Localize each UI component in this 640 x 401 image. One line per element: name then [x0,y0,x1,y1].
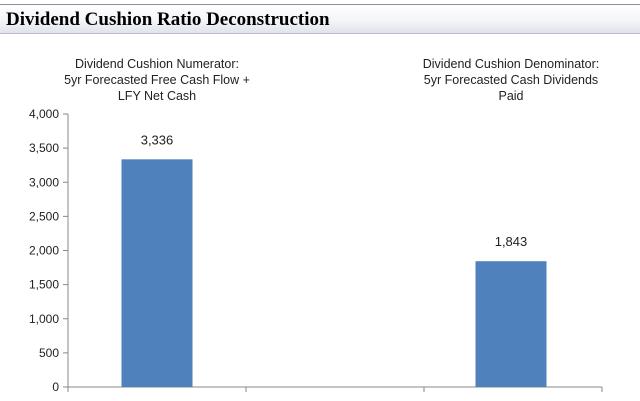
y-tick-label: 0 [52,380,59,394]
data-label-1: 3,336 [141,132,174,147]
y-tick-label: 1,000 [29,312,59,326]
y-axis: 0 500 1,000 1,500 2,000 2,500 3,000 3,500 4,000 [29,107,69,394]
y-tick-label: 4,000 [29,107,59,121]
data-label-2: 1,843 [495,234,528,249]
y-tick-label: 3,500 [29,141,59,155]
y-tick-label: 500 [39,346,59,360]
y-tick-label: 2,000 [29,244,59,258]
category-labels: Dividend Cushion Numerator: 5yr Forecaste… [64,57,599,103]
page-title: Dividend Cushion Ratio Deconstruction [6,9,330,30]
bars: 3,336 1,843 [121,132,547,387]
y-tick-label: 2,500 [29,209,59,223]
bar-2 [475,261,547,387]
y-tick-label: 1,500 [29,278,59,292]
title-bar: Dividend Cushion Ratio Deconstruction [0,4,640,34]
bar-1 [121,159,193,387]
category-label-2: Dividend Cushion Denominator: 5yr Forecas… [423,57,599,103]
category-label-1: Dividend Cushion Numerator: 5yr Forecaste… [64,57,250,103]
y-tick-label: 3,000 [29,175,59,189]
x-axis [67,386,603,392]
